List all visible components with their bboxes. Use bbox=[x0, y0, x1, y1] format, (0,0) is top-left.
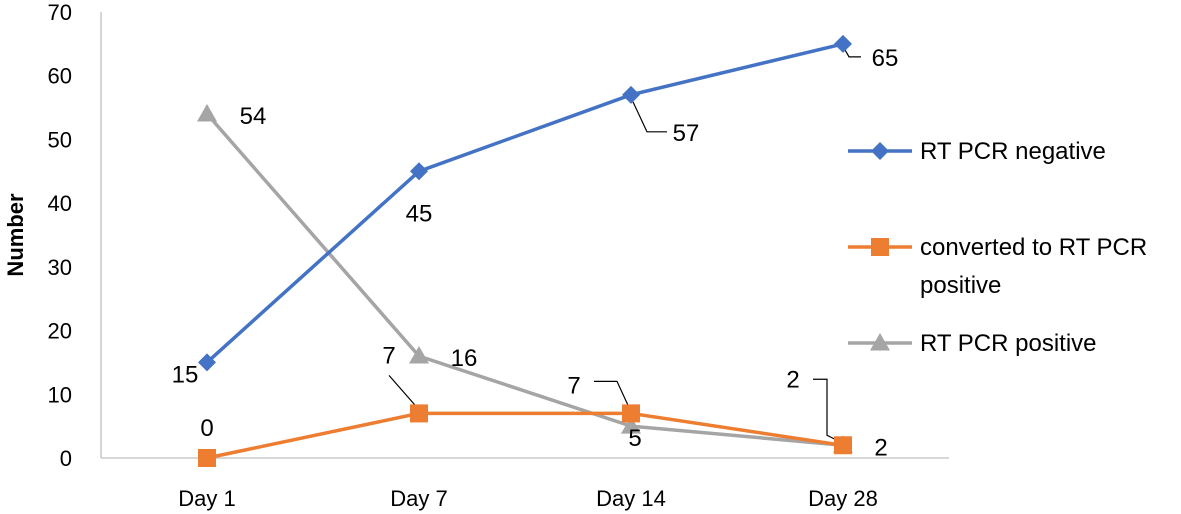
legend-label: positive bbox=[920, 272, 1001, 299]
data-point-rt-pcr-negative bbox=[622, 85, 640, 104]
data-label-rt-pcr-positive: 5 bbox=[628, 425, 641, 452]
data-point-converted-to-rt-pcr-positive bbox=[410, 404, 428, 423]
data-label-converted-to-rt-pcr-positive: 2 bbox=[786, 366, 799, 393]
y-tick-label: 70 bbox=[48, 0, 72, 25]
legend-label: RT PCR negative bbox=[920, 138, 1106, 165]
legend-item-converted-to-rt-pcr-positive: converted to RT PCR positive bbox=[848, 234, 1147, 299]
data-label-converted-to-rt-pcr-positive: 7 bbox=[382, 342, 395, 369]
x-tick-label: Day 7 bbox=[390, 486, 447, 511]
legend-swatch-marker bbox=[870, 333, 890, 351]
x-tick-label: Day 14 bbox=[596, 486, 666, 511]
series-markers bbox=[197, 34, 853, 467]
x-tick-label: Day 28 bbox=[808, 486, 878, 511]
data-label-rt-pcr-negative: 45 bbox=[406, 200, 433, 227]
data-point-rt-pcr-negative bbox=[834, 34, 852, 53]
data-label-rt-pcr-negative: 65 bbox=[872, 45, 899, 72]
data-label-converted-to-rt-pcr-positive: 0 bbox=[200, 415, 213, 442]
legend-item-rt-pcr-positive: RT PCR positive bbox=[848, 330, 1097, 357]
legend-label: converted to RT PCR bbox=[920, 234, 1147, 261]
leader-line bbox=[813, 378, 840, 442]
data-point-converted-to-rt-pcr-positive bbox=[834, 436, 852, 455]
series-lines bbox=[205, 42, 844, 460]
data-label-rt-pcr-negative: 57 bbox=[673, 120, 700, 147]
leader-line bbox=[388, 375, 418, 408]
series-line-rt-pcr-positive bbox=[205, 112, 844, 448]
series-line-rt-pcr-negative bbox=[205, 42, 844, 364]
data-label-rt-pcr-positive: 16 bbox=[451, 345, 478, 372]
data-point-converted-to-rt-pcr-positive bbox=[622, 404, 640, 423]
y-tick-label: 0 bbox=[60, 446, 72, 471]
y-tick-label: 30 bbox=[48, 255, 72, 280]
leader-line bbox=[844, 49, 861, 58]
data-label-rt-pcr-negative: 15 bbox=[172, 361, 199, 388]
leader-line bbox=[632, 101, 667, 133]
legend-item-rt-pcr-negative: RT PCR negative bbox=[848, 138, 1106, 165]
y-tick-label: 50 bbox=[48, 127, 72, 152]
y-axis-title: Number bbox=[3, 193, 28, 277]
legend: RT PCR negative converted to RT PCR positi… bbox=[848, 138, 1147, 357]
data-label-converted-to-rt-pcr-positive: 7 bbox=[567, 372, 580, 399]
legend-swatch-marker bbox=[871, 142, 889, 160]
y-tick-label: 60 bbox=[48, 64, 72, 89]
x-tick-label: Day 1 bbox=[178, 486, 235, 511]
legend-swatch-marker bbox=[871, 238, 889, 256]
data-point-rt-pcr-positive bbox=[621, 416, 641, 434]
data-label-rt-pcr-positive: 54 bbox=[240, 103, 267, 130]
leader-line bbox=[594, 380, 630, 408]
data-point-rt-pcr-negative bbox=[410, 162, 428, 181]
y-tick-label: 40 bbox=[48, 191, 72, 216]
legend-label: RT PCR positive bbox=[920, 330, 1097, 357]
data-point-rt-pcr-positive bbox=[197, 103, 217, 122]
y-tick-label: 20 bbox=[48, 319, 72, 344]
series-line-converted-to-rt-pcr-positive bbox=[206, 411, 844, 460]
y-tick-label: 10 bbox=[48, 382, 72, 407]
data-point-rt-pcr-negative bbox=[198, 353, 216, 372]
label-leader-lines bbox=[388, 49, 861, 442]
data-label-rt-pcr-positive: 2 bbox=[874, 434, 887, 461]
data-point-converted-to-rt-pcr-positive bbox=[198, 449, 216, 467]
data-labels: 15 45 57 65 0 7 7 2 54 16 5 2 bbox=[172, 45, 899, 461]
data-point-rt-pcr-positive bbox=[409, 346, 429, 364]
